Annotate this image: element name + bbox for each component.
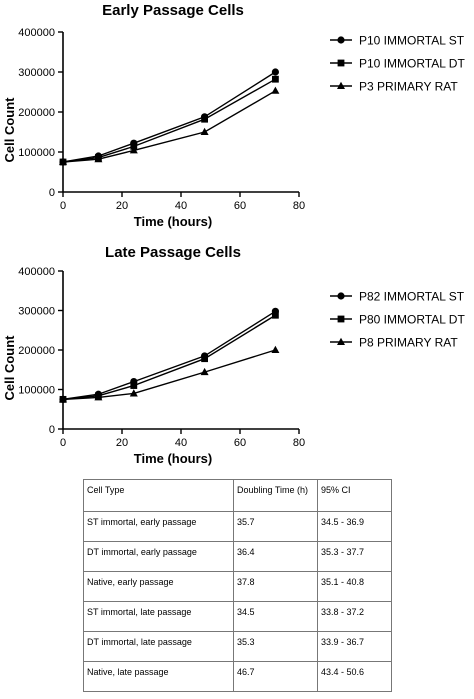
legend-marker <box>337 81 345 89</box>
chart-1: Early Passage Cells 0 100000 200000 300000 40… <box>2 2 465 229</box>
series-line <box>62 90 276 163</box>
y-tick-label: 400000 <box>18 27 55 39</box>
x-tick-label: 40 <box>175 200 187 212</box>
x-tick-label: 80 <box>293 200 305 212</box>
data-point <box>94 155 103 163</box>
legend-marker <box>337 292 345 300</box>
data-point <box>129 146 138 154</box>
table-cell: Native, early passage <box>83 571 234 602</box>
table-cell: 35.7 <box>233 511 318 542</box>
series-line <box>62 314 276 401</box>
legend-label: P10 IMMORTAL ST <box>359 34 465 48</box>
data-point <box>201 115 208 123</box>
data-point <box>272 311 279 319</box>
table-cell: 34.5 <box>233 601 318 632</box>
table-cell: ST immortal, early passage <box>83 511 234 542</box>
table-cell: 46.7 <box>233 661 318 692</box>
x-tick-label: 0 <box>60 200 66 212</box>
y-tick-label: 100000 <box>18 385 55 397</box>
table-cell: ST immortal, late passage <box>83 601 234 632</box>
x-tick-label: 60 <box>234 200 246 212</box>
x-tick-label: 20 <box>116 200 128 212</box>
x-tick-label: 40 <box>175 437 187 449</box>
y-axis-label: Cell Count <box>2 97 17 163</box>
table-cell: 37.8 <box>233 571 318 602</box>
table-row: Native, late passage 46.7 43.4 - 50.6 <box>83 661 392 692</box>
data-point <box>129 389 138 397</box>
table-cell: 36.4 <box>233 541 318 572</box>
table-row: ST immortal, early passage 35.7 34.5 - 3… <box>83 511 392 542</box>
legend-marker <box>337 315 345 323</box>
y-tick-label: 0 <box>49 187 55 199</box>
legend-label: P10 IMMORTAL DT <box>359 57 465 71</box>
legend-label: P80 IMMORTAL DT <box>359 313 465 327</box>
table-row: ST immortal, late passage 34.5 33.8 - 37… <box>83 601 392 632</box>
data-point <box>200 367 209 376</box>
y-tick-label: 400000 <box>18 266 55 278</box>
legend-label: P3 PRIMARY RAT <box>359 80 458 94</box>
chart-2: Late Passage Cells0100000200000300000400… <box>2 244 465 466</box>
x-axis-label: Time (hours) <box>134 451 213 466</box>
data-point <box>272 75 279 83</box>
data-point <box>59 157 67 165</box>
series-line <box>62 349 276 401</box>
table-cell: 35.3 <box>233 631 318 662</box>
legend-label: P82 IMMORTAL ST <box>359 290 465 304</box>
series-line <box>62 71 276 163</box>
table-row: DT immortal, late passage 35.3 33.9 - 36… <box>83 631 392 662</box>
series-line <box>62 310 276 401</box>
table-cell: 43.4 - 50.6 <box>317 661 392 692</box>
x-tick-label: 0 <box>60 437 66 449</box>
x-axis-label: Time (hours) <box>134 214 213 229</box>
table-cell: 35.3 - 37.7 <box>317 541 392 572</box>
table-cell: 33.9 - 36.7 <box>317 631 392 662</box>
table-cell: 33.8 - 37.2 <box>317 601 392 632</box>
legend-marker <box>337 59 345 67</box>
data-point <box>201 355 208 363</box>
y-tick-label: 0 <box>49 424 55 436</box>
table-row: Native, early passage 37.8 35.1 - 40.8 <box>83 571 392 602</box>
y-tick-label: 300000 <box>18 306 55 318</box>
table-cell: 35.1 - 40.8 <box>317 571 392 602</box>
y-axis-label: Cell Count <box>2 335 17 401</box>
data-point <box>130 382 138 389</box>
y-tick-label: 300000 <box>18 67 55 79</box>
table-header-row: Cell Type Doubling Time (h) 95% CI <box>83 479 392 512</box>
chart-title: Early Passage Cells <box>102 2 244 19</box>
table-row: DT immortal, early passage 36.4 35.3 - 3… <box>83 541 392 572</box>
doubling-time-table: Cell Type Doubling Time (h) 95% CI ST im… <box>83 479 392 692</box>
table-header-cell: Doubling Time (h) <box>233 479 318 512</box>
y-tick-label: 200000 <box>18 345 55 357</box>
table-cell: DT immortal, late passage <box>83 631 234 662</box>
table-cell: Native, late passage <box>83 661 234 692</box>
legend-marker <box>337 36 345 44</box>
data-point <box>271 68 279 76</box>
table-header-cell: 95% CI <box>317 479 392 512</box>
chart-title: Late Passage Cells <box>105 244 241 261</box>
y-tick-label: 100000 <box>18 147 55 159</box>
x-tick-label: 20 <box>116 437 128 449</box>
legend-marker <box>337 337 345 345</box>
data-point <box>271 345 280 353</box>
data-point <box>271 86 280 94</box>
table-cell: DT immortal, early passage <box>83 541 234 572</box>
y-tick-label: 200000 <box>18 107 55 119</box>
x-tick-label: 60 <box>234 437 246 449</box>
x-tick-label: 80 <box>293 437 305 449</box>
charts-area: Early Passage Cells 0 100000 200000 300000 40… <box>2 2 465 466</box>
data-point <box>200 127 209 135</box>
data-point <box>59 395 67 403</box>
table-cell: 34.5 - 36.9 <box>317 511 392 542</box>
table-header-cell: Cell Type <box>83 479 234 512</box>
data-point <box>94 393 103 401</box>
legend-label: P8 PRIMARY RAT <box>359 336 458 350</box>
